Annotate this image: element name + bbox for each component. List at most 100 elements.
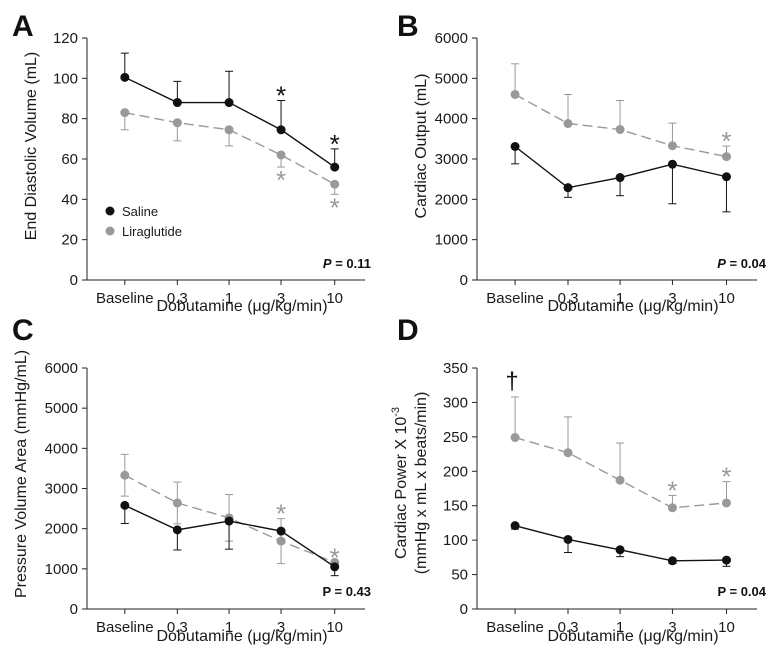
y-tick-label: 100	[443, 532, 468, 549]
significance-marker: *	[276, 81, 286, 111]
y-tick-label: 0	[70, 601, 78, 618]
data-point	[667, 556, 677, 566]
y-tick-label: 80	[61, 111, 78, 128]
data-point	[120, 72, 130, 82]
p-value-text: = 0.43	[331, 584, 371, 599]
p-value-text: = 0.04	[726, 256, 767, 271]
y-tick-label: 250	[443, 429, 468, 446]
data-point	[172, 525, 182, 535]
series-saline	[120, 500, 340, 577]
data-point	[615, 545, 625, 555]
legend-marker-saline	[105, 206, 115, 216]
data-point	[276, 536, 286, 546]
data-point	[510, 89, 520, 99]
significance-marker: *	[721, 126, 731, 156]
data-point	[120, 500, 130, 510]
x-tick-label: 1	[616, 290, 624, 307]
data-point	[667, 159, 677, 169]
x-tick-label: 10	[326, 290, 343, 307]
x-tick-label: 0.3	[558, 619, 579, 636]
data-point	[721, 152, 731, 162]
data-point	[224, 98, 234, 108]
y-tick-label: 4000	[45, 440, 78, 457]
y-axis-title-main: Cardiac Power X 10	[393, 417, 410, 559]
data-point	[172, 498, 182, 508]
x-tick-label: 0.3	[558, 290, 579, 307]
panel-a: A End Diastolic Volume (mL) Dobutamine (…	[12, 10, 371, 315]
p-value-label: P = 0.11	[323, 256, 371, 271]
series-line	[514, 436, 727, 509]
panel-letter-c: C	[12, 314, 34, 347]
x-tick-label: 0.3	[167, 290, 188, 307]
series-saline	[510, 141, 731, 213]
panel-letter-d: D	[397, 314, 419, 347]
significance-marker: *	[276, 499, 286, 529]
x-tick-label: 1	[225, 619, 233, 636]
x-tick-label: 10	[718, 619, 735, 636]
x-axis-title: Dobutamine (μg/kg/min)	[547, 298, 718, 315]
x-tick-label: Baseline	[486, 619, 544, 636]
data-point	[172, 118, 182, 128]
data-point	[172, 98, 182, 108]
y-tick-label: 0	[70, 272, 78, 289]
data-point	[615, 173, 625, 183]
significance-marker: *	[667, 475, 677, 505]
data-point	[667, 141, 677, 151]
legend-label-liraglutide: Liraglutide	[122, 224, 182, 239]
x-tick-label: 10	[718, 290, 735, 307]
series-line	[124, 76, 336, 168]
significance-marker: *	[330, 129, 340, 159]
y-tick-label: 5000	[435, 70, 468, 87]
y-tick-label: 6000	[435, 30, 468, 47]
data-point	[721, 172, 731, 182]
y-tick-label: 40	[61, 191, 78, 208]
x-tick-label: 3	[277, 619, 285, 636]
y-axis-title-line2: (mmHg x mL x beats/min)	[413, 392, 430, 575]
y-tick-label: 1000	[45, 561, 78, 578]
y-tick-label: 5000	[45, 400, 78, 417]
series-line	[514, 525, 727, 562]
data-point	[120, 470, 130, 480]
y-axis-title-line1: Cardiac Power X 10-3	[390, 407, 410, 559]
x-tick-label: Baseline	[486, 290, 544, 307]
data-point	[510, 521, 520, 531]
y-tick-label: 0	[460, 601, 468, 618]
panel-letter-b: B	[397, 10, 419, 43]
y-axis-title: End Diastolic Volume (mL)	[23, 52, 40, 241]
series-saline	[510, 521, 731, 567]
data-point	[667, 503, 677, 513]
data-point	[721, 498, 731, 508]
y-tick-label: 50	[451, 567, 468, 584]
data-point	[563, 534, 573, 544]
y-tick-label: 200	[443, 463, 468, 480]
panel-letter-a: A	[12, 10, 34, 43]
legend-marker-liraglutide	[105, 226, 115, 236]
y-tick-label: 120	[53, 30, 78, 47]
panel-b: B Cardiac Output (mL) Dobutamine (μg/kg/…	[397, 10, 767, 315]
p-value-label: P = 0.43	[322, 584, 371, 599]
y-tick-label: 4000	[435, 111, 468, 128]
series-line	[124, 111, 336, 185]
series-saline: **	[120, 52, 340, 172]
p-value-prefix: P	[323, 256, 332, 271]
y-tick-label: 350	[443, 360, 468, 377]
p-value-text: = 0.04	[726, 584, 767, 599]
y-tick-label: 3000	[45, 481, 78, 498]
panel-c: C Pressure Volume Area (mmHg/mL) Dobutam…	[12, 314, 371, 645]
x-tick-label: 3	[668, 290, 676, 307]
x-tick-label: 0.3	[167, 619, 188, 636]
x-tick-label: 10	[326, 619, 343, 636]
data-point	[563, 183, 573, 193]
data-point	[615, 475, 625, 485]
y-axis-title: Cardiac Output (mL)	[413, 74, 430, 219]
y-tick-label: 60	[61, 151, 78, 168]
y-axis-title: Pressure Volume Area (mmHg/mL)	[13, 350, 30, 598]
data-point	[330, 179, 340, 189]
y-tick-label: 100	[53, 70, 78, 87]
significance-marker: *	[276, 165, 286, 195]
data-point	[721, 555, 731, 565]
significance-marker: *	[330, 542, 340, 572]
x-axis-title: Dobutamine (μg/kg/min)	[547, 628, 718, 645]
